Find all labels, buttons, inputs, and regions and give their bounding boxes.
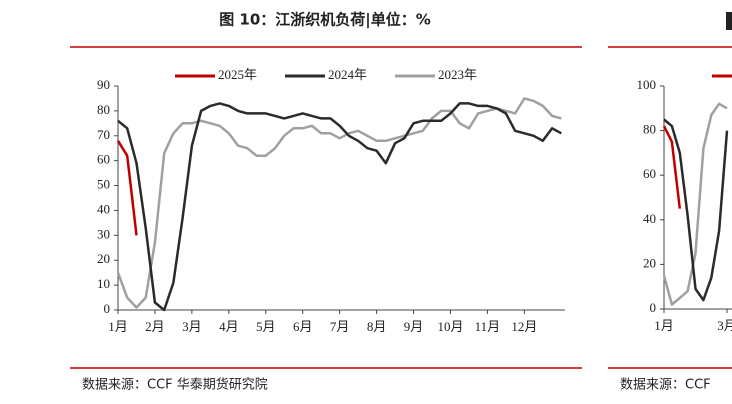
legend-label: 2024年 xyxy=(328,67,367,82)
source-note: 数据来源：CCF 华泰期货研究院 xyxy=(82,377,268,393)
x-tick-label: 7月 xyxy=(330,319,350,334)
y-tick-label: 80 xyxy=(643,122,656,137)
series-line xyxy=(663,118,729,302)
y-tick-label: 20 xyxy=(97,251,110,266)
legend-label: 2023年 xyxy=(438,67,477,82)
series-line xyxy=(117,102,562,312)
x-tick-label: 10月 xyxy=(437,319,463,334)
x-tick-label: 4月 xyxy=(219,319,239,334)
y-tick-label: 40 xyxy=(97,201,110,216)
y-tick-label: 30 xyxy=(97,226,110,241)
legend-label: 2025年 xyxy=(218,67,257,82)
x-tick-label: 8月 xyxy=(367,319,387,334)
y-tick-label: 80 xyxy=(97,102,110,117)
y-tick-label: 20 xyxy=(643,255,656,270)
y-tick-label: 70 xyxy=(97,127,110,142)
y-tick-label: 0 xyxy=(650,300,657,315)
y-tick-label: 40 xyxy=(643,211,656,226)
series-line xyxy=(116,140,138,236)
x-tick-label: 5月 xyxy=(256,319,276,334)
series-line xyxy=(116,97,562,309)
series-line xyxy=(662,102,728,306)
y-tick-label: 60 xyxy=(643,166,656,181)
clipped-title-glyph xyxy=(726,12,732,30)
y-tick-label: 90 xyxy=(97,77,110,92)
x-tick-label: 11月 xyxy=(475,319,501,334)
x-tick-label: 3月 xyxy=(182,319,202,334)
y-tick-label: 60 xyxy=(97,152,110,167)
x-tick-label: 2月 xyxy=(145,319,165,334)
chart-title: 图 10：江浙织机负荷|单位：% xyxy=(219,11,431,30)
x-tick-label: 6月 xyxy=(293,319,313,334)
y-tick-label: 10 xyxy=(97,276,110,291)
x-tick-label: 3月 xyxy=(717,318,732,333)
source-note: 数据来源：CCF xyxy=(620,378,711,393)
x-tick-label: 12月 xyxy=(511,319,537,334)
x-tick-label: 1月 xyxy=(654,318,674,333)
x-tick-label: 9月 xyxy=(404,319,424,334)
y-tick-label: 0 xyxy=(104,301,111,316)
y-tick-label: 50 xyxy=(97,177,110,192)
series-line xyxy=(662,125,682,209)
y-tick-label: 100 xyxy=(637,77,657,92)
x-tick-label: 1月 xyxy=(108,319,128,334)
